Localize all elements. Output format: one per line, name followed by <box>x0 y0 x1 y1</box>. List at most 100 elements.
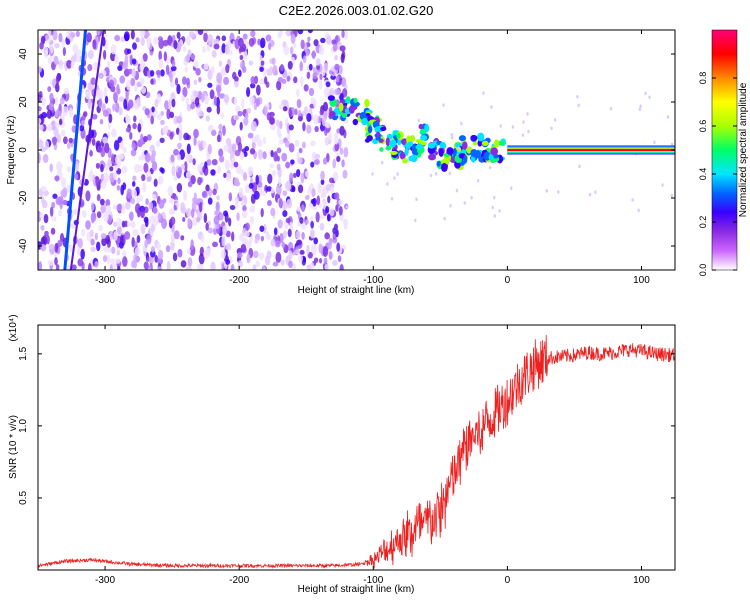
spectrogram-cell <box>498 209 501 213</box>
spectrogram-cell <box>588 192 592 197</box>
spectrogram-cell <box>79 124 85 132</box>
snr-x-tick-label: -200 <box>229 575 249 586</box>
spectrogram-cell <box>85 220 91 230</box>
spectrogram-cell <box>306 244 310 255</box>
spectrogram-cell <box>510 186 513 190</box>
spectrogram-cell <box>85 190 91 202</box>
spectrogram-cell <box>326 213 331 222</box>
spectrogram-cell <box>207 69 213 81</box>
spectrogram-cell <box>255 174 259 185</box>
spectrogram-cell <box>218 60 223 67</box>
spectrogram-cell <box>58 59 64 70</box>
spectrogram-cell <box>187 181 193 188</box>
spectrogram-cell <box>71 264 77 270</box>
spectrogram-cell <box>55 74 60 85</box>
spectrogram-cell <box>414 218 417 223</box>
spectrogram-cell <box>190 175 196 185</box>
spectrogram-cell <box>222 225 228 236</box>
spectrogram-cell <box>318 258 323 264</box>
spectrogram-cell <box>134 163 140 174</box>
spectrogram-cell <box>217 165 222 174</box>
spectrogram-cell <box>75 30 80 38</box>
spectrogram-cell <box>50 43 54 54</box>
spectrogram-cell <box>193 90 199 97</box>
spectrogram-cell <box>455 188 459 193</box>
spectrogram-cell <box>204 95 209 105</box>
spectrogram-cell <box>343 146 349 158</box>
spectrogram-cell <box>286 198 293 209</box>
spectrogram-cell <box>230 263 235 270</box>
spectrogram-cell <box>114 165 118 171</box>
spectrogram-cell <box>162 126 169 135</box>
spectrogram-cell <box>294 139 300 147</box>
spectrogram-cell <box>219 212 224 221</box>
spectrogram-cell <box>151 150 157 158</box>
spectrogram-cell <box>63 87 69 95</box>
spectrogram-cell <box>157 175 164 185</box>
spectrogram-cell <box>306 71 311 80</box>
spectrogram-cell <box>278 103 284 110</box>
spectrogram-cell <box>216 72 223 84</box>
spectrogram-cell <box>326 35 332 46</box>
spectrogram-cell <box>131 237 135 248</box>
spectrogram-cell <box>287 60 293 70</box>
spectrogram-cell <box>130 77 136 87</box>
spectrogram-cell <box>90 246 96 253</box>
spectrogram-cell <box>104 142 110 154</box>
spectrogram-cell <box>249 96 255 105</box>
spectrogram-cell <box>54 109 59 118</box>
spectrogram-cell <box>100 180 107 189</box>
spectrogram-cell <box>281 200 288 211</box>
spectrogram-cell <box>236 212 240 222</box>
spectrogram-cell <box>236 252 243 259</box>
spectrogram-cell <box>163 51 168 62</box>
spectrogram-cell <box>374 126 382 134</box>
spectrogram-cell <box>263 76 268 85</box>
spectrogram-cell <box>427 142 436 149</box>
spectrogram-cell <box>115 154 121 165</box>
spectrogram-cell <box>155 140 161 148</box>
spectrogram-cell <box>125 127 131 133</box>
spectrogram-cell <box>499 124 502 128</box>
spectrogram-cell <box>296 239 302 246</box>
spectrogram-cell <box>577 103 580 108</box>
spectrogram-cell <box>237 69 242 77</box>
spectrogram-cell <box>429 173 433 178</box>
spectrogram-cell <box>149 215 156 225</box>
spectrogram-cell <box>134 84 138 93</box>
spectrogram-cell <box>114 102 120 113</box>
spectrogram-cell <box>94 232 99 241</box>
spectrogram-cell <box>289 172 294 183</box>
spectrogram-cell <box>463 154 468 164</box>
spectrogram-cell <box>106 254 111 265</box>
spectrogram-cell <box>201 190 207 198</box>
spectrogram-cell <box>428 153 437 161</box>
spectrogram-cell <box>345 205 348 209</box>
spectrogram-cell <box>55 82 60 93</box>
spectrogram-cell <box>278 139 285 145</box>
spectrogram-cell <box>39 212 44 219</box>
spectrogram-cell <box>275 251 282 263</box>
spectrogram-cell <box>276 119 280 127</box>
spectrogram-cell <box>187 257 193 267</box>
spectrogram-cell <box>87 82 92 91</box>
spectrogram-cell <box>114 54 119 64</box>
spectrogram-cell <box>213 96 218 106</box>
spectrogram-cell <box>216 86 221 98</box>
spectrogram-cell <box>99 198 105 206</box>
spectrogram-cell <box>443 216 446 221</box>
spectrogram-cell <box>338 102 344 112</box>
spectrogram-cell <box>215 201 220 212</box>
spectrogram-cell <box>144 239 149 249</box>
spectrogram-cell <box>166 260 171 270</box>
spectrogram-cell <box>62 187 68 198</box>
spectrogram-cell <box>211 50 217 58</box>
spectrogram-cell <box>280 63 284 72</box>
spectrogram-cell <box>169 208 174 215</box>
spectrogram-cell <box>439 142 447 150</box>
spectrogram-cell <box>304 219 309 225</box>
spectrogram-cell <box>162 198 167 204</box>
spectrogram-cell <box>305 170 309 178</box>
spectrogram-cell <box>242 65 247 74</box>
spectrogram-cell <box>319 73 323 81</box>
